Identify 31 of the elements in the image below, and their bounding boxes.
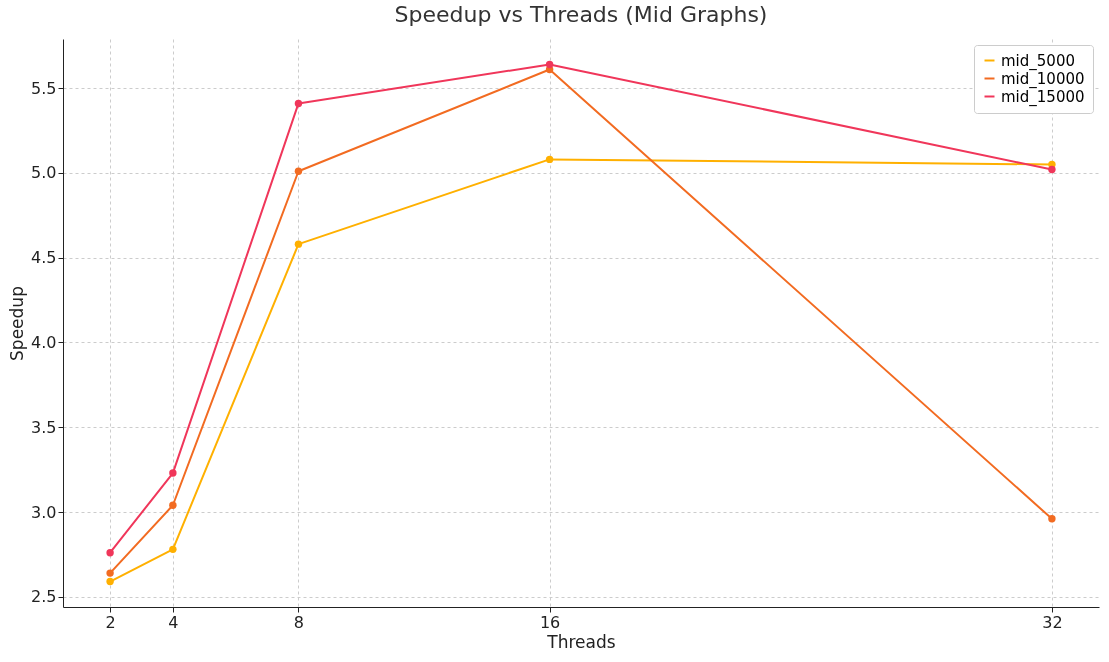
point <box>294 99 303 108</box>
x-tick-label: 32 <box>1042 612 1063 632</box>
y-tick-label: 5.0 <box>31 163 57 183</box>
point <box>294 240 303 248</box>
y-tick-label: 4.5 <box>31 248 57 268</box>
point <box>169 545 177 554</box>
point <box>294 167 303 175</box>
point <box>1048 165 1056 174</box>
y-axis-title: Speedup <box>7 286 28 361</box>
x-axis-title: Threads <box>546 631 616 652</box>
x-tick-label: 16 <box>539 612 561 632</box>
y-tick-label: 5.5 <box>31 78 57 98</box>
point <box>106 549 114 557</box>
x-tick-label: 2 <box>105 612 116 632</box>
point <box>169 501 177 509</box>
legend-label: mid_5000 <box>1001 51 1075 71</box>
legend-label: mid_15000 <box>1001 87 1085 107</box>
point <box>545 155 554 164</box>
y-tick-label: 3.5 <box>31 417 57 437</box>
x-tick-label: 4 <box>168 612 179 632</box>
legend-label: mid_10000 <box>1001 69 1085 89</box>
y-tick-label: 3.0 <box>31 502 57 522</box>
point <box>169 469 177 477</box>
x-tick-label: 8 <box>293 612 305 632</box>
point <box>106 569 114 577</box>
y-tick-label: 4.0 <box>31 333 57 352</box>
point <box>106 577 114 586</box>
point <box>545 60 554 69</box>
chart-title: Speedup vs Threads (Mid Graphs) <box>394 2 768 27</box>
point <box>1048 515 1056 523</box>
y-tick-label: 2.5 <box>31 587 57 607</box>
